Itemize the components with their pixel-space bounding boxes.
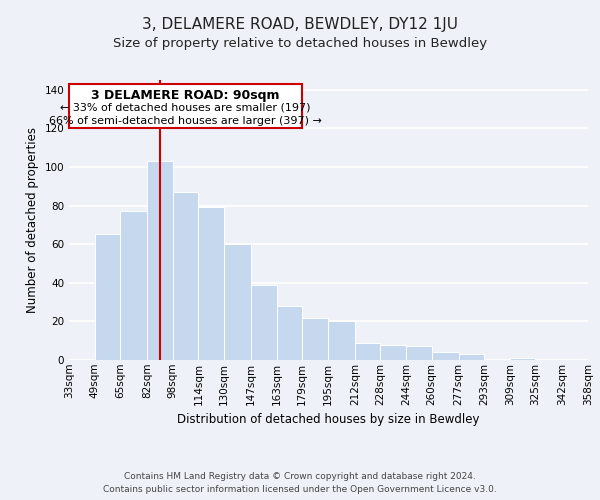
Bar: [328, 322, 355, 360]
Bar: [251, 284, 277, 360]
Bar: [355, 342, 380, 360]
Bar: [510, 358, 535, 360]
FancyBboxPatch shape: [69, 84, 302, 128]
Bar: [199, 208, 224, 360]
Bar: [380, 344, 406, 360]
Text: Contains public sector information licensed under the Open Government Licence v3: Contains public sector information licen…: [103, 485, 497, 494]
Bar: [458, 354, 484, 360]
Bar: [173, 192, 199, 360]
Text: Contains HM Land Registry data © Crown copyright and database right 2024.: Contains HM Land Registry data © Crown c…: [124, 472, 476, 481]
Text: ← 33% of detached houses are smaller (197): ← 33% of detached houses are smaller (19…: [61, 102, 311, 112]
Y-axis label: Number of detached properties: Number of detached properties: [26, 127, 39, 313]
Bar: [277, 306, 302, 360]
Bar: [302, 318, 328, 360]
Text: 3 DELAMERE ROAD: 90sqm: 3 DELAMERE ROAD: 90sqm: [91, 88, 280, 102]
Text: 3, DELAMERE ROAD, BEWDLEY, DY12 1JU: 3, DELAMERE ROAD, BEWDLEY, DY12 1JU: [142, 18, 458, 32]
Bar: [406, 346, 431, 360]
Bar: [147, 161, 173, 360]
X-axis label: Distribution of detached houses by size in Bewdley: Distribution of detached houses by size …: [177, 413, 480, 426]
Bar: [431, 352, 458, 360]
Bar: [120, 212, 147, 360]
Text: Size of property relative to detached houses in Bewdley: Size of property relative to detached ho…: [113, 38, 487, 51]
Text: 66% of semi-detached houses are larger (397) →: 66% of semi-detached houses are larger (…: [49, 116, 322, 126]
Bar: [95, 234, 120, 360]
Bar: [224, 244, 251, 360]
